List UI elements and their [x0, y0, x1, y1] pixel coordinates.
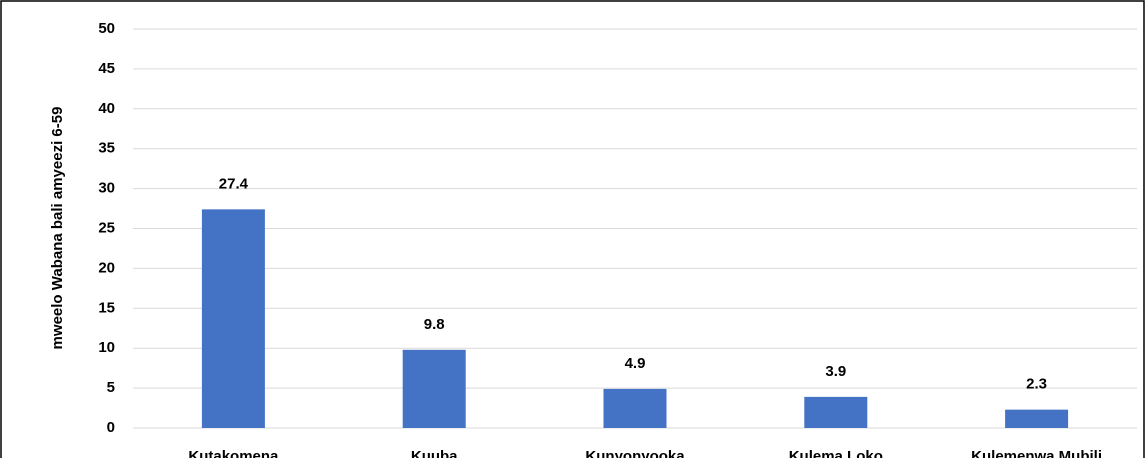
x-tick-label: Kutakomena [188, 448, 279, 458]
y-axis-label: mweelo Wabana bali amyeezi 6-59 [49, 107, 66, 350]
x-tick-label: Kulema Loko [789, 448, 883, 458]
y-tick-label: 5 [107, 379, 115, 396]
bar [402, 349, 466, 428]
data-label: 3.9 [825, 363, 846, 380]
data-label: 27.4 [219, 175, 249, 192]
y-tick-label: 35 [98, 140, 115, 157]
data-label: 4.9 [625, 355, 646, 372]
y-tick-label: 10 [98, 339, 115, 356]
y-tick-label: 45 [98, 60, 115, 77]
x-tick-label: Kunyonyooka [585, 448, 685, 458]
data-label: 9.8 [424, 316, 445, 333]
y-tick-label: 20 [98, 259, 115, 276]
data-label: 2.3 [1026, 376, 1047, 393]
y-tick-label: 15 [98, 299, 115, 316]
y-tick-label: 50 [98, 20, 115, 37]
x-tick-label: Kuuba [411, 448, 458, 458]
y-tick-label: 25 [98, 219, 115, 236]
bar [804, 396, 868, 428]
y-tick-label: 40 [98, 100, 115, 117]
bar [603, 388, 667, 428]
y-tick-label: 0 [107, 419, 115, 436]
bar [201, 209, 265, 428]
x-tick-label: Kulemenwa Mubili [971, 448, 1102, 458]
bar [1005, 409, 1069, 428]
y-tick-label: 30 [98, 180, 115, 197]
